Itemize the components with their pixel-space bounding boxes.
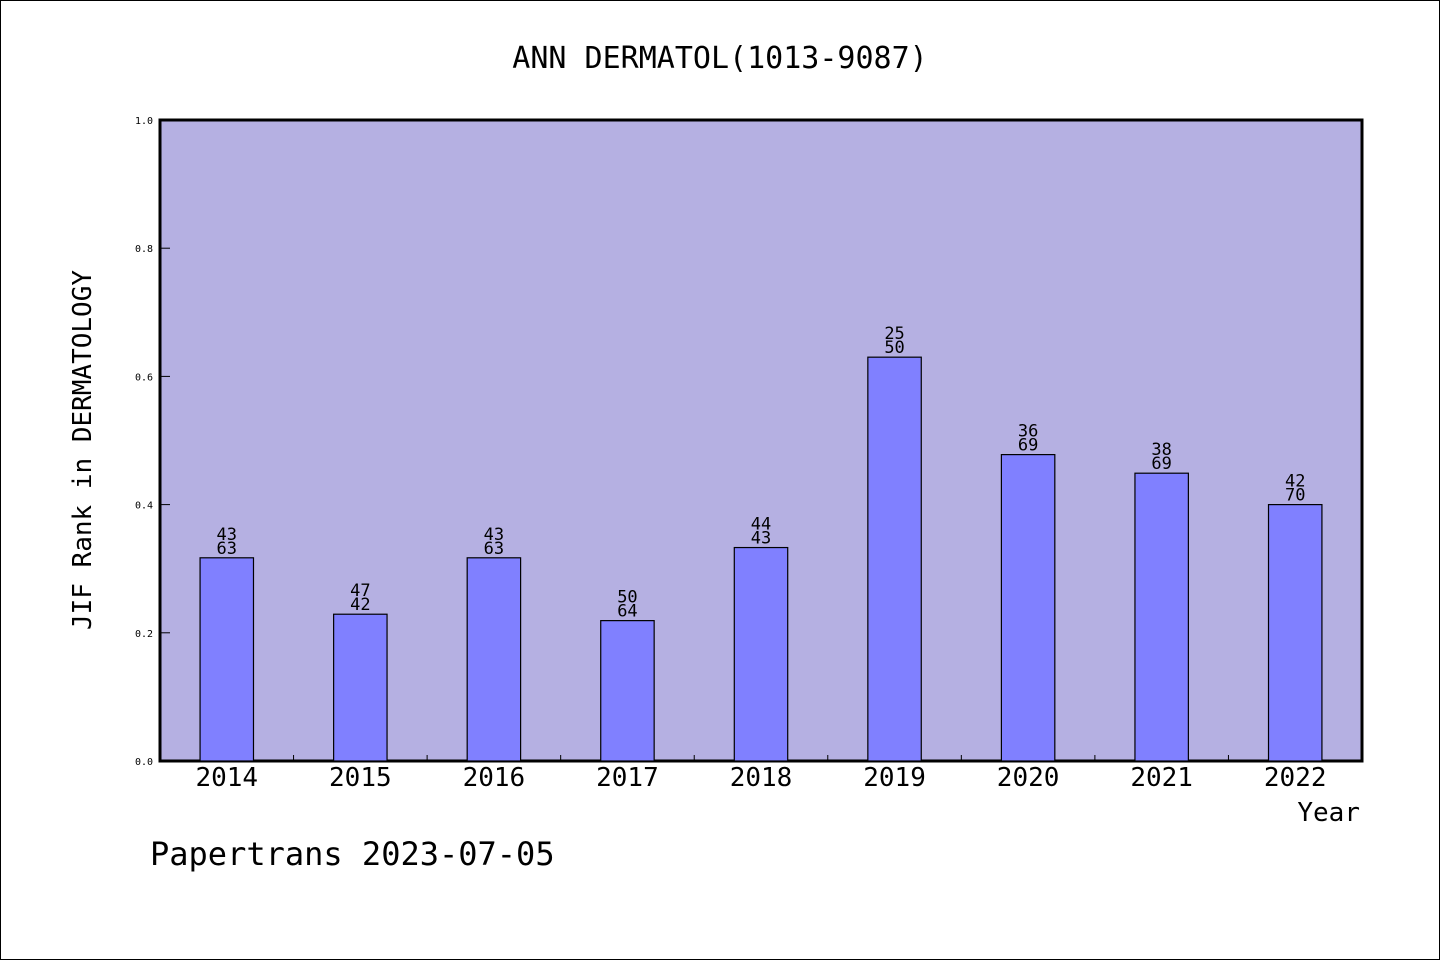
bar-label-bottom-2019: 50 (884, 338, 904, 358)
bar-label-top-2022: 42 (1285, 472, 1305, 492)
bar-2020 (1000, 454, 1056, 762)
bar-label-bottom-2014: 63 (217, 539, 237, 559)
bar-2022 (1267, 504, 1323, 762)
x-axis-label: Year (1297, 798, 1360, 828)
bar-label-bottom-2018: 43 (751, 529, 771, 549)
footer-text: Papertrans 2023-07-05 (150, 835, 555, 873)
bar-label-bottom-2016: 63 (484, 539, 504, 559)
y-tick-label: 0.8 (135, 244, 153, 255)
x-tick-label-2022: 2022 (1264, 763, 1327, 793)
bar-label-top-2017: 50 (617, 588, 637, 608)
bar-label-bottom-2015: 42 (350, 595, 370, 615)
x-tick-label-2014: 2014 (195, 763, 258, 793)
x-tick-label-2021: 2021 (1130, 763, 1193, 793)
bar-label-bottom-2020: 69 (1018, 436, 1038, 456)
bar-2016 (466, 557, 522, 762)
bar-label-top-2015: 47 (350, 581, 370, 601)
x-tick-label-2019: 2019 (863, 763, 926, 793)
y-tick-label: 0.0 (135, 757, 153, 768)
bar-2015 (333, 613, 388, 762)
bar-2021 (1134, 472, 1189, 762)
bar-label-top-2014: 43 (217, 525, 237, 545)
x-tick-label-2020: 2020 (997, 763, 1060, 793)
bar-label-top-2019: 25 (884, 324, 904, 344)
bar-label-bottom-2022: 70 (1285, 486, 1305, 506)
bar-2019 (867, 356, 922, 762)
bar-label-top-2020: 36 (1018, 422, 1038, 442)
x-tick-label-2016: 2016 (463, 763, 526, 793)
bar-2018 (733, 546, 789, 762)
y-tick-label: 0.4 (135, 501, 153, 512)
bar-2014 (199, 557, 255, 762)
y-tick-label: 1.0 (135, 116, 153, 127)
bar-label-top-2016: 43 (484, 525, 504, 545)
chart-title: ANN DERMATOL(1013-9087) (512, 41, 927, 76)
x-tick-label-2018: 2018 (730, 763, 793, 793)
x-tick-label-2017: 2017 (596, 763, 659, 793)
y-tick-label: 0.2 (135, 629, 153, 640)
bar-label-top-2021: 38 (1151, 440, 1171, 460)
y-axis-label: JIF Rank in DERMATOLOGY (68, 270, 98, 630)
bar-label-bottom-2017: 64 (617, 602, 637, 622)
y-tick-label: 0.6 (135, 372, 153, 383)
bar-2017 (600, 620, 655, 762)
x-tick-label-2015: 2015 (329, 763, 392, 793)
bar-label-bottom-2021: 69 (1151, 454, 1171, 474)
bar-label-top-2018: 44 (751, 515, 771, 535)
